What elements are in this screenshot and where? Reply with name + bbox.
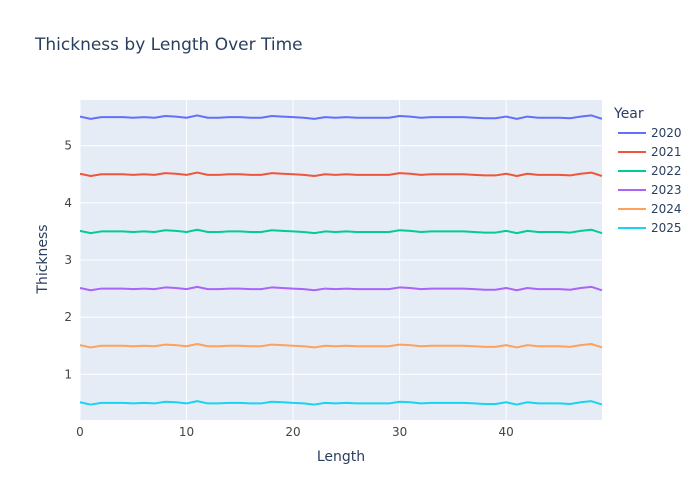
legend-item-2020[interactable]: 2020	[618, 126, 682, 140]
legend-label: 2022	[651, 164, 682, 178]
y-axis-ticks: 1 2 3 4 5	[64, 139, 72, 382]
series-line-2022	[79, 228, 603, 235]
chart-title: Thickness by Length Over Time	[34, 35, 303, 55]
grid-lines	[79, 100, 602, 420]
y-tick-label: 3	[64, 253, 72, 267]
legend: Year 2020 2021 2022 2023 2024 2025	[613, 106, 682, 235]
series-line-2023	[79, 285, 603, 292]
x-tick-label: 0	[76, 425, 84, 439]
legend-item-2022[interactable]: 2022	[618, 164, 682, 178]
legend-label: 2024	[651, 202, 682, 216]
series-line-2025	[79, 400, 603, 406]
legend-item-2023[interactable]: 2023	[618, 183, 682, 197]
x-tick-label: 10	[179, 425, 194, 439]
x-axis-label: Length	[317, 449, 365, 465]
x-axis-ticks: 0 10 20 30 40	[76, 425, 514, 439]
legend-item-2025[interactable]: 2025	[618, 221, 682, 235]
legend-item-2024[interactable]: 2024	[618, 202, 682, 216]
series-line-2020	[79, 114, 603, 120]
x-tick-label: 30	[392, 425, 407, 439]
y-tick-label: 2	[64, 310, 72, 324]
legend-label: 2025	[651, 221, 682, 235]
series-line-2024	[79, 343, 603, 349]
y-tick-label: 5	[64, 139, 72, 153]
series-lines	[79, 114, 603, 406]
series-line-2021	[79, 171, 603, 177]
x-tick-label: 40	[498, 425, 513, 439]
y-tick-label: 4	[64, 196, 72, 210]
y-tick-label: 1	[64, 367, 72, 381]
legend-label: 2021	[651, 145, 682, 159]
legend-label: 2023	[651, 183, 682, 197]
legend-title: Year	[613, 106, 644, 122]
x-tick-label: 20	[285, 425, 300, 439]
legend-label: 2020	[651, 126, 682, 140]
y-axis-label: Thickness	[35, 224, 51, 294]
legend-item-2021[interactable]: 2021	[618, 145, 682, 159]
